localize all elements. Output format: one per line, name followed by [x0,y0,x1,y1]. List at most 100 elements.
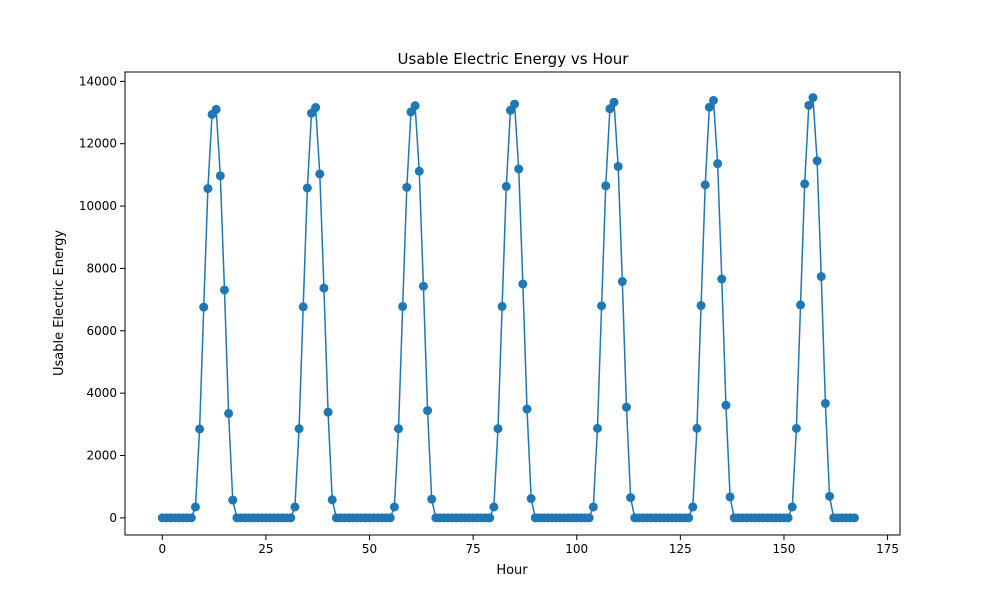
data-point [787,502,797,512]
data-point [203,184,213,194]
x-tick-label: 150 [773,542,796,556]
data-point [816,272,826,282]
data-point [700,180,710,190]
chart-title: Usable Electric Energy vs Hour [398,50,630,68]
data-point [290,502,300,512]
x-tick-label: 125 [669,542,692,556]
x-axis-label: Hour [496,563,528,578]
data-point [398,301,408,311]
data-point [315,169,325,179]
data-point [601,181,611,191]
data-point [497,301,507,311]
x-tick-label: 50 [362,542,377,556]
data-point [385,513,395,523]
data-point [597,301,607,311]
y-tick-label: 0 [109,511,117,525]
x-tick-label: 75 [465,542,480,556]
plot-area-frame [124,71,901,536]
y-tick-label: 12000 [79,137,117,151]
data-point [526,494,536,504]
data-point [688,502,698,512]
data-point [302,183,312,193]
data-point [485,513,495,523]
data-point [224,408,234,418]
data-point [588,502,598,512]
data-point [522,404,532,414]
data-point [493,424,503,434]
data-point [709,95,718,105]
data-point [684,513,694,523]
data-point [410,101,420,111]
data-point [609,97,619,107]
data-point [501,181,511,191]
data-point [228,495,238,505]
data-point [800,179,810,189]
series-group [157,93,859,523]
data-point [423,406,433,416]
data-point [825,491,835,501]
x-tick-label: 25 [258,542,273,556]
data-point [294,424,304,434]
data-point [199,302,209,312]
data-point [489,502,499,512]
data-point [298,302,308,312]
x-tick-label: 0 [158,542,166,556]
data-point [725,492,735,502]
data-point [219,285,229,295]
data-point [418,281,428,291]
y-tick-label: 6000 [86,324,117,338]
data-point [696,301,706,311]
data-point [704,102,714,112]
data-point [195,424,205,434]
data-point [791,423,801,433]
data-point [584,513,594,523]
x-tick-label: 175 [876,542,899,556]
data-point [721,400,731,410]
x-axis: 0 25 50 75 100 125 150 175 [158,535,899,556]
data-point [319,283,329,293]
data-point [414,166,424,176]
data-point [804,100,814,110]
data-point [849,513,859,523]
data-point [427,494,437,504]
y-tick-label: 4000 [86,386,117,400]
data-point [717,274,727,284]
data-point [286,513,296,523]
data-point [510,99,520,109]
data-point [617,277,627,287]
data-point [713,159,723,169]
data-point [605,104,615,114]
data-point [783,513,793,523]
series-line [162,96,855,519]
data-point [389,502,399,512]
y-tick-label: 8000 [86,261,117,275]
data-point [820,398,830,408]
y-tick-label: 14000 [79,74,117,88]
data-point [621,402,631,412]
data-point [518,279,528,289]
data-point [394,424,404,434]
data-point [327,495,337,505]
data-point [402,182,412,192]
data-point [812,156,822,166]
y-axis-label: Usable Electric Energy [52,230,67,376]
data-point [592,423,602,433]
data-point [186,513,196,523]
data-point [514,164,524,174]
data-point [211,104,221,114]
data-point [190,502,200,512]
data-point [808,93,818,103]
x-tick-label: 100 [565,542,588,556]
data-point [311,103,321,113]
data-point [692,423,702,433]
y-tick-label: 2000 [86,448,117,462]
data-point [613,161,623,171]
data-point [626,493,636,503]
y-axis: 0 2000 4000 6000 8000 10000 12000 14000 [79,74,125,525]
data-point [215,171,225,181]
data-point [796,300,806,310]
data-point [323,407,333,417]
y-tick-label: 10000 [79,199,117,213]
